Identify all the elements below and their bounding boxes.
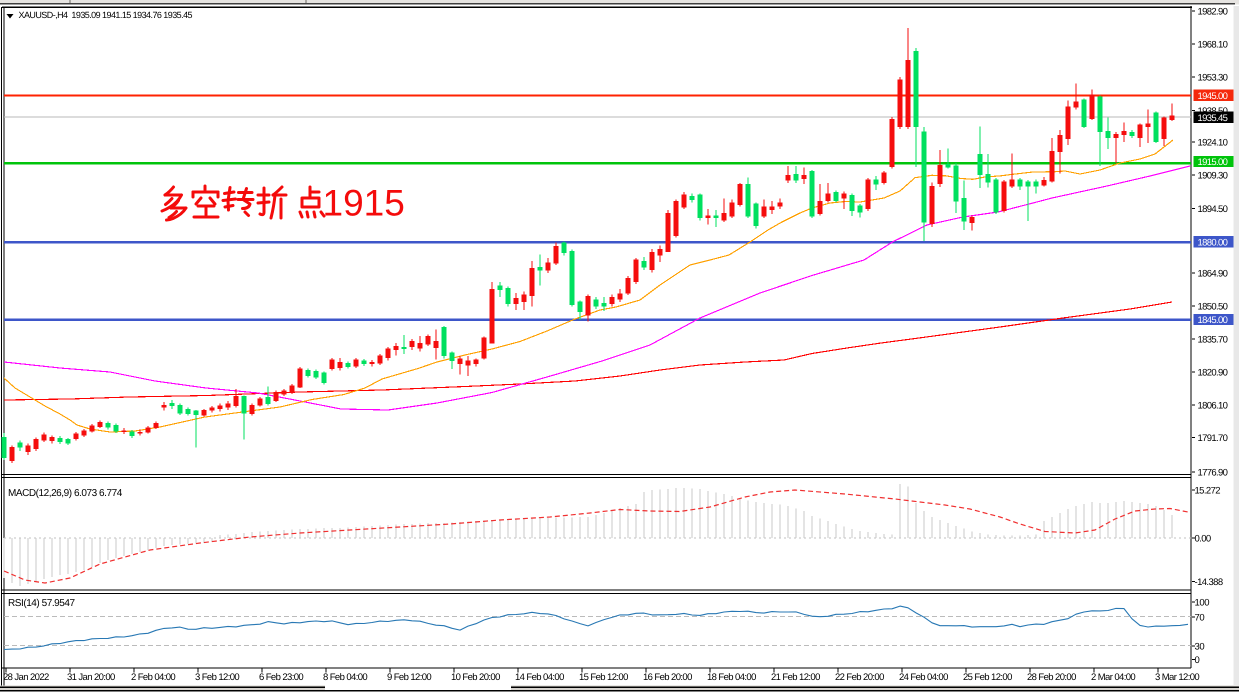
- svg-text:3 Feb 12:00: 3 Feb 12:00: [195, 672, 239, 683]
- svg-text:2 Feb 04:00: 2 Feb 04:00: [131, 672, 175, 683]
- svg-text:1953.30: 1953.30: [1198, 73, 1228, 84]
- svg-text:6 Feb 23:00: 6 Feb 23:00: [259, 672, 303, 683]
- svg-text:9 Feb 12:00: 9 Feb 12:00: [387, 672, 431, 683]
- svg-text:1791.70: 1791.70: [1198, 433, 1228, 444]
- svg-text:1864.90: 1864.90: [1198, 269, 1228, 280]
- svg-text:24 Feb 04:00: 24 Feb 04:00: [899, 672, 948, 683]
- svg-text:1894.50: 1894.50: [1198, 204, 1228, 215]
- svg-text:30: 30: [1195, 642, 1205, 653]
- svg-text:1806.10: 1806.10: [1198, 401, 1228, 412]
- svg-text:1968.10: 1968.10: [1198, 40, 1228, 51]
- svg-text:70: 70: [1195, 613, 1205, 624]
- svg-text:16 Feb 20:00: 16 Feb 20:00: [643, 672, 692, 683]
- svg-text:1909.30: 1909.30: [1198, 171, 1228, 182]
- svg-text:1820.90: 1820.90: [1198, 368, 1228, 379]
- svg-text:1982.90: 1982.90: [1198, 7, 1228, 18]
- svg-text:1924.10: 1924.10: [1198, 138, 1228, 149]
- svg-text:1850.50: 1850.50: [1198, 302, 1228, 313]
- svg-text:22 Feb 20:00: 22 Feb 20:00: [835, 672, 884, 683]
- svg-text:100: 100: [1195, 598, 1210, 609]
- svg-text:0.00: 0.00: [1195, 534, 1211, 545]
- svg-text:-14.388: -14.388: [1195, 577, 1223, 588]
- svg-text:14 Feb 04:00: 14 Feb 04:00: [515, 672, 564, 683]
- svg-text:15 Feb 12:00: 15 Feb 12:00: [579, 672, 628, 683]
- svg-text:25 Feb 12:00: 25 Feb 12:00: [963, 672, 1012, 683]
- svg-text:2 Mar 04:00: 2 Mar 04:00: [1091, 672, 1135, 683]
- svg-text:1845.00: 1845.00: [1198, 315, 1228, 326]
- svg-text:8 Feb 04:00: 8 Feb 04:00: [323, 672, 367, 683]
- svg-text:28 Jan 2022: 28 Jan 2022: [3, 672, 49, 683]
- svg-text:15.272: 15.272: [1195, 486, 1221, 497]
- svg-text:1935.45: 1935.45: [1198, 113, 1228, 124]
- svg-text:1915.00: 1915.00: [1198, 157, 1228, 168]
- svg-text:31 Jan 20:00: 31 Jan 20:00: [67, 672, 115, 683]
- svg-text:RSI(14) 57.9547: RSI(14) 57.9547: [8, 598, 76, 609]
- svg-text:3 Mar 12:00: 3 Mar 12:00: [1155, 672, 1199, 683]
- svg-text:XAUUSD-,H4 1935.09 1941.15 19: XAUUSD-,H4 1935.09 1941.15 1934.76 1935.…: [19, 10, 193, 20]
- svg-text:1776.90: 1776.90: [1198, 468, 1228, 479]
- svg-text:1945.00: 1945.00: [1198, 91, 1228, 102]
- svg-text:18 Feb 04:00: 18 Feb 04:00: [707, 672, 756, 683]
- svg-text:1880.00: 1880.00: [1198, 237, 1228, 248]
- svg-text:1915: 1915: [323, 183, 405, 224]
- svg-text:10 Feb 20:00: 10 Feb 20:00: [451, 672, 500, 683]
- svg-text:21 Feb 12:00: 21 Feb 12:00: [771, 672, 820, 683]
- svg-text:28 Feb 20:00: 28 Feb 20:00: [1027, 672, 1076, 683]
- svg-text:1835.70: 1835.70: [1198, 335, 1228, 346]
- svg-text:1938.50: 1938.50: [1198, 106, 1228, 117]
- svg-text:0: 0: [1195, 655, 1200, 666]
- svg-text:MACD(12,26,9) 6.073 6.774: MACD(12,26,9) 6.073 6.774: [8, 488, 123, 499]
